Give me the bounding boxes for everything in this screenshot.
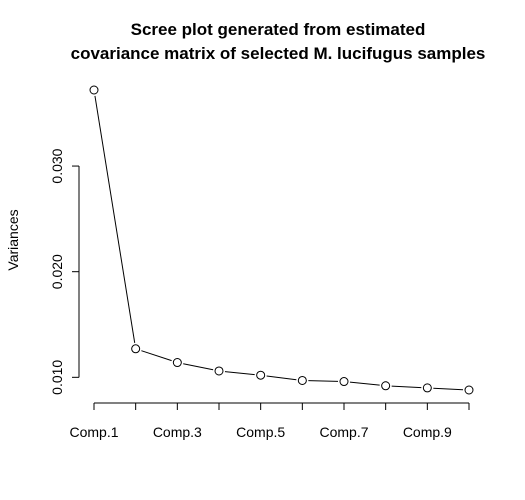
data-point — [464, 385, 474, 395]
data-point — [172, 358, 182, 368]
series-segment — [94, 95, 136, 343]
data-point — [422, 383, 432, 393]
variance-series — [89, 85, 474, 395]
data-point — [381, 381, 391, 391]
x-tick-label: Comp.7 — [319, 424, 368, 440]
data-point — [297, 375, 307, 385]
x-axis: Comp.1 Comp.3 Comp.5 Comp.7 Comp.9 — [69, 402, 470, 440]
y-tick-label: 0.020 — [49, 254, 65, 289]
y-axis: 0.010 0.020 0.030 — [49, 148, 80, 395]
x-tick-label: Comp.1 — [69, 424, 118, 440]
data-point — [214, 366, 224, 376]
series-segment — [141, 350, 172, 362]
x-tick-label: Comp.5 — [236, 424, 285, 440]
data-point — [256, 370, 266, 380]
data-point — [89, 85, 99, 95]
data-point — [131, 344, 141, 354]
series-segment — [391, 385, 422, 389]
series-segment — [266, 375, 297, 381]
y-tick-label: 0.030 — [49, 148, 65, 183]
series-segment — [349, 381, 380, 386]
y-axis-label: Variances — [5, 209, 21, 270]
chart-title-line-1: Scree plot generated from estimated — [131, 20, 426, 39]
x-tick-label: Comp.9 — [403, 424, 452, 440]
x-tick-label: Comp.3 — [153, 424, 202, 440]
series-segment — [183, 363, 214, 371]
series-segment — [308, 380, 339, 382]
series-segment — [433, 387, 464, 391]
data-point — [339, 377, 349, 387]
chart-title-line-2: covariance matrix of selected M. lucifug… — [71, 44, 486, 63]
series-segment — [224, 371, 255, 376]
y-tick-label: 0.010 — [49, 360, 65, 395]
